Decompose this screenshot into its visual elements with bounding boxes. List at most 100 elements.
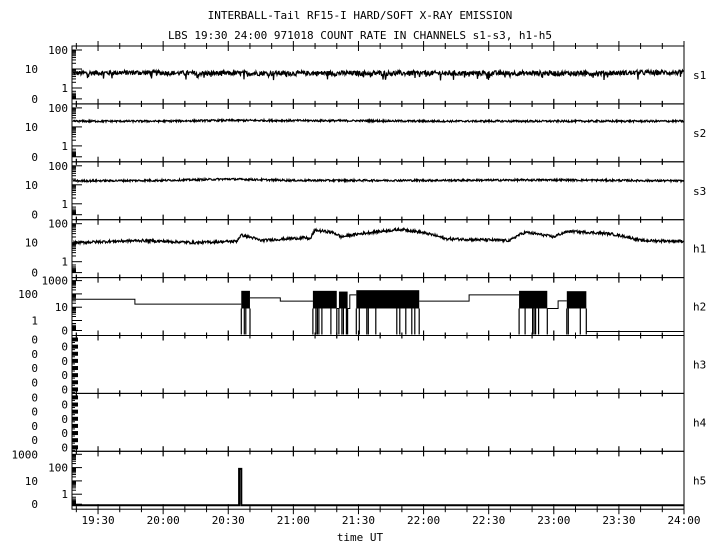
panel-label-h5: h5 xyxy=(693,474,706,487)
series-line-h5 xyxy=(72,467,684,507)
y-tick xyxy=(72,387,78,392)
y-tick-label: 0 xyxy=(61,369,68,382)
y-tick-label: 0 xyxy=(31,406,38,419)
y-tick xyxy=(72,366,78,371)
burst-block xyxy=(241,290,250,309)
panel-label-h4: h4 xyxy=(693,416,707,429)
burst-block xyxy=(356,290,420,309)
y-tick xyxy=(72,445,78,450)
y-tick-label: 1 xyxy=(61,82,68,95)
x-tick-label: 20:30 xyxy=(212,514,245,527)
y-tick-label: 10 xyxy=(25,237,38,250)
y-tick-label: 1 xyxy=(61,488,68,501)
y-tick-label: 0 xyxy=(31,420,38,433)
burst-drops xyxy=(240,308,251,335)
y-tick-label: 0 xyxy=(61,427,68,440)
y-tick-label: 0 xyxy=(31,267,38,280)
y-tick-label: 0 xyxy=(31,151,38,164)
y-tick xyxy=(72,431,78,436)
x-tick-label: 20:00 xyxy=(147,514,180,527)
y-tick-label: 100 xyxy=(48,218,68,231)
y-tick-label: 0 xyxy=(61,441,68,454)
burst-block xyxy=(312,290,337,309)
y-tick-label: 10 xyxy=(25,121,38,134)
panel-frame-h1 xyxy=(71,219,685,279)
burst-block xyxy=(519,290,548,309)
y-tick-label: 1 xyxy=(31,315,38,328)
panel-frame-s3 xyxy=(71,161,685,221)
burst-block xyxy=(338,291,348,309)
y-tick-label: 100 xyxy=(48,102,68,115)
series-line-s2 xyxy=(73,117,685,125)
y-tick xyxy=(72,402,78,407)
x-tick-label: 19:30 xyxy=(81,514,114,527)
x-tick-label: 22:00 xyxy=(407,514,440,527)
y-tick xyxy=(72,380,78,385)
series-line-h2 xyxy=(72,294,684,332)
y-tick-label: 0 xyxy=(31,391,38,404)
y-tick-label: 10 xyxy=(25,179,38,192)
y-tick xyxy=(72,438,78,443)
burst-drops xyxy=(338,308,349,335)
y-tick xyxy=(72,351,78,356)
panel-frame-s2 xyxy=(71,103,685,163)
y-tick-label: 1000 xyxy=(12,448,39,461)
y-tick-label: 0 xyxy=(61,383,68,396)
y-tick xyxy=(72,409,78,414)
y-tick-label: 0 xyxy=(31,434,38,447)
panel-frame-h4 xyxy=(71,392,685,452)
y-tick xyxy=(72,395,78,400)
y-tick-label: 100 xyxy=(48,462,68,475)
panel-label-h2: h2 xyxy=(693,301,706,314)
y-tick-label: 10 xyxy=(55,301,68,314)
burst-drops xyxy=(355,308,420,335)
y-tick-label: 0 xyxy=(31,376,38,389)
y-tick-label: 0 xyxy=(61,399,68,412)
burst-drops xyxy=(566,308,587,335)
panel-label-h1: h1 xyxy=(693,243,706,256)
y-tick-label: 0 xyxy=(31,362,38,375)
y-tick-label: 0 xyxy=(31,334,38,347)
chart-title: INTERBALL-Tail RF15-I HARD/SOFT X-RAY EM… xyxy=(207,9,513,22)
y-tick-label: 0 xyxy=(61,341,68,354)
y-tick-label: 0 xyxy=(31,93,38,106)
burst-drops xyxy=(518,308,548,335)
y-tick-label: 0 xyxy=(61,413,68,426)
x-tick-label: 23:30 xyxy=(602,514,635,527)
y-tick xyxy=(72,423,78,428)
x-axis-label: time UT xyxy=(336,531,384,544)
y-tick-label: 0 xyxy=(61,355,68,368)
burst-block xyxy=(566,291,587,309)
burst-drops xyxy=(312,308,338,335)
y-tick-label: 1000 xyxy=(42,275,69,288)
panel-label-h3: h3 xyxy=(693,358,706,371)
y-tick-label: 10 xyxy=(25,475,38,488)
y-tick-label: 0 xyxy=(31,209,38,222)
series-line-s1 xyxy=(72,68,685,81)
y-tick-label: 10 xyxy=(25,63,38,76)
y-tick xyxy=(72,373,78,378)
panel-label-s3: s3 xyxy=(693,185,706,198)
panel-label-s2: s2 xyxy=(693,127,706,140)
panel-frame-h3 xyxy=(71,335,685,394)
y-tick-label: 100 xyxy=(18,288,38,301)
y-tick xyxy=(72,416,78,421)
y-tick xyxy=(72,337,78,342)
series-line-h1 xyxy=(72,226,684,246)
y-tick-label: 100 xyxy=(48,160,68,173)
y-tick-label: 0 xyxy=(31,498,38,511)
panel-frame-h5 xyxy=(71,450,685,510)
y-tick-label: 0 xyxy=(31,348,38,361)
x-tick-label: 23:00 xyxy=(537,514,570,527)
x-tick-label: 21:00 xyxy=(277,514,310,527)
y-tick xyxy=(72,344,78,349)
y-tick xyxy=(72,358,78,363)
x-tick-label: 22:30 xyxy=(472,514,505,527)
x-tick-label: 21:30 xyxy=(342,514,375,527)
panel-label-s1: s1 xyxy=(693,69,706,82)
series-line-s3 xyxy=(72,176,685,184)
chart-subtitle: LBS 19:30 24:00 971018 COUNT RATE IN CHA… xyxy=(167,29,553,42)
y-tick-label: 1 xyxy=(61,256,68,269)
y-tick-label: 1 xyxy=(61,198,68,211)
